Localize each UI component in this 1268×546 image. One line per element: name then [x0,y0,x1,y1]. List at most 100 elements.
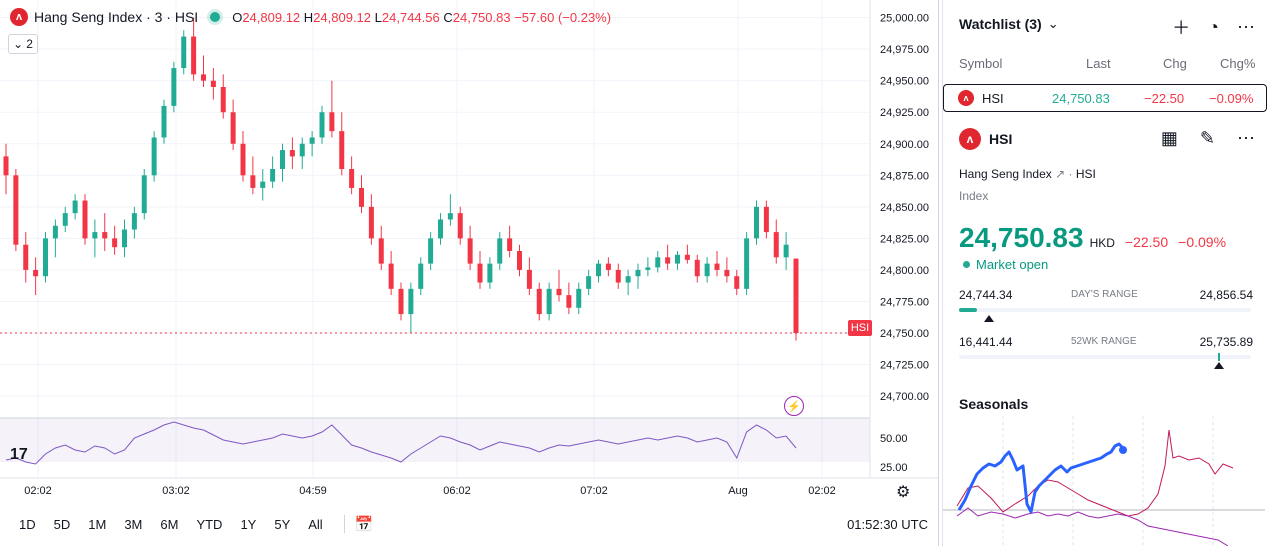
candle-body [645,267,651,270]
lightning-icon[interactable]: ⚡ [784,396,804,416]
more-options-icon[interactable]: ⋯ [1237,128,1255,148]
candle [13,169,19,251]
seasonals-chart[interactable] [943,416,1268,546]
candle-body [250,175,256,188]
range-ytd-button[interactable]: YTD [196,516,223,532]
candle-body [13,175,19,245]
external-link-icon[interactable]: ↗ [1055,167,1066,181]
days-range-low: 24,744.34 [959,288,1013,302]
time-tick-label: 07:02 [580,485,608,497]
range-all-button[interactable]: All [308,516,323,532]
hsi-logo-icon: ᴧ [10,8,28,26]
detail-symbol[interactable]: HSI [989,131,1013,147]
candle-body [102,232,108,239]
legend-title[interactable]: Hang Seng Index · 3 · HSI [34,9,199,25]
settings-gear-icon[interactable]: ⚙ [896,484,911,501]
candle [734,269,740,296]
detail-full-name[interactable]: Hang Seng Index [959,167,1052,181]
calendar-icon[interactable]: 📅 [354,516,374,533]
detail-change-pct: −0.09% [1178,234,1227,250]
candle-body [43,238,48,277]
detail-toolbar: ▦ ✎ ⋯ [1161,128,1255,149]
rsi-band [0,418,870,462]
candle-body [388,263,394,289]
column-chg-pct[interactable]: Chg% [1220,56,1256,71]
chart-panel[interactable]: 25,000.00 24,975.00 24,950.00 24,925.00 24,9… [0,0,939,546]
candle-body [763,206,769,233]
range-5d-button[interactable]: 5D [53,516,71,532]
row-last: 24,750.83 [1052,91,1110,106]
column-chg[interactable]: Chg [1163,56,1187,71]
range-1d-button[interactable]: 1D [19,516,36,532]
add-symbol-icon[interactable]: ＋ [1172,18,1191,38]
candle-body [368,206,374,239]
candle [576,282,582,315]
candle [497,232,503,270]
candle [615,263,621,289]
candle [92,219,98,258]
price-tick-label: 24,900.00 [880,139,929,151]
candle-body [734,276,740,289]
candle-body [23,244,29,270]
candle-body [112,238,118,248]
candle [299,137,305,169]
utc-clock[interactable]: 01:52:30 UTC [847,516,928,532]
rsi-line [5,421,797,465]
price-tick-label: 24,875.00 [880,170,929,182]
pie-chart-icon[interactable]: ◔ [1208,16,1219,37]
range-1m-button[interactable]: 1M [88,516,107,532]
legend-ohlc: O24,809.12 H24,809.12 L24,744.56 C24,750… [232,9,612,25]
seasonals-current-point [1119,446,1127,454]
wk52-range-high: 25,735.89 [1199,335,1253,349]
watchlist-title[interactable]: Watchlist (3) ⌄ [959,16,1059,32]
hsi-logo-icon: ᴧ [959,128,981,150]
candle-body [349,169,355,188]
candle-body [625,276,631,283]
candle-body [161,105,167,138]
grid-layout-icon[interactable]: ▦ [1160,128,1178,148]
range-3m-button[interactable]: 3M [124,516,143,532]
days-range-high: 24,856.54 [1199,288,1253,302]
candle [477,251,483,289]
wk52-range-label: 52WK RANGE [1071,336,1137,347]
candle-body [428,238,434,264]
candle-body [457,213,463,239]
row-chg-pct: −0.09% [1209,91,1254,106]
days-range-label: DAY'S RANGE [1071,289,1138,300]
range-1y-button[interactable]: 1Y [240,516,257,532]
detail-price: 24,750.83 [959,222,1084,253]
range-5y-button[interactable]: 5Y [274,516,291,532]
price-tick-label: 25,000.00 [880,13,929,25]
indicators-collapse-button[interactable]: ⌄ 2 [8,34,38,54]
candle-body [260,181,266,188]
candle [3,143,9,195]
candle [744,232,750,296]
chart-canvas[interactable]: 25,000.00 24,975.00 24,950.00 24,925.00 24,9… [0,0,938,506]
market-status-icon [210,12,221,22]
candle [665,244,671,270]
days-range-fill [959,308,977,312]
candle-body [517,251,522,270]
more-options-icon[interactable]: ⋯ [1237,16,1255,37]
time-tick-label: Aug [728,485,748,497]
detail-ticker: HSI [1075,167,1096,181]
candle [210,68,216,100]
candle [783,232,789,270]
range-6m-button[interactable]: 6M [160,516,179,532]
tradingview-logo-icon[interactable]: 17 [10,446,28,463]
candle [704,257,710,283]
seasonals-title[interactable]: Seasonals [959,396,1029,412]
candle [171,61,177,113]
rsi-tick-label: 25.00 [880,462,908,474]
edit-icon[interactable]: ✎ [1199,128,1215,148]
candle-body [309,137,315,144]
candle [694,254,700,283]
column-last[interactable]: Last [1086,56,1111,71]
candle-body [82,200,88,239]
chevron-down-icon: ⌄ [13,37,24,51]
watchlist-row[interactable]: ᴧ HSI 24,750.83 −22.50 −0.09% [943,84,1267,112]
price-tick-label: 24,950.00 [880,76,929,88]
column-symbol[interactable]: Symbol [959,56,1003,71]
legend-change: −57.60 (−0.23%) [514,9,612,25]
candle-body [72,200,78,214]
